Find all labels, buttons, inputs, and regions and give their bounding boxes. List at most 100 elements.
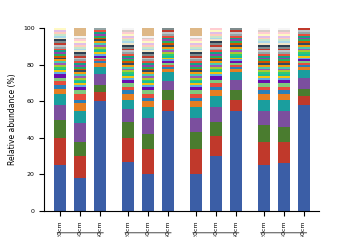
Bar: [258, 125, 270, 141]
Bar: [278, 94, 290, 100]
Bar: [297, 10, 310, 12]
Bar: [142, 107, 154, 118]
Bar: [54, 63, 66, 65]
Bar: [297, 65, 310, 67]
Bar: [190, 65, 202, 67]
Bar: [54, 37, 66, 39]
Bar: [190, 87, 202, 91]
Bar: [278, 72, 290, 74]
Bar: [210, 67, 222, 68]
Bar: [210, 36, 222, 37]
Bar: [74, 39, 86, 41]
Bar: [142, 91, 154, 94]
Bar: [162, 45, 174, 47]
Bar: [74, 59, 86, 61]
Bar: [258, 94, 270, 100]
Bar: [94, 12, 106, 14]
Bar: [210, 30, 222, 32]
Bar: [297, 18, 310, 19]
Bar: [190, 72, 202, 74]
Bar: [190, 107, 202, 118]
Bar: [297, 28, 310, 30]
Bar: [190, 68, 202, 70]
Bar: [162, 25, 174, 27]
Bar: [94, 101, 106, 211]
Bar: [162, 27, 174, 28]
Bar: [230, 23, 242, 25]
Bar: [210, 52, 222, 54]
Bar: [142, 149, 154, 174]
Bar: [258, 61, 270, 63]
Bar: [210, 41, 222, 43]
Bar: [74, 100, 86, 103]
Bar: [54, 59, 66, 61]
Bar: [122, 59, 134, 61]
Bar: [142, 94, 154, 98]
Bar: [278, 19, 290, 28]
Bar: [74, 45, 86, 47]
Bar: [142, 52, 154, 54]
Bar: [278, 45, 290, 47]
Bar: [122, 39, 134, 41]
Bar: [190, 59, 202, 61]
Bar: [258, 58, 270, 59]
Bar: [142, 81, 154, 83]
Bar: [230, 50, 242, 52]
Bar: [122, 70, 134, 72]
Bar: [162, 59, 174, 61]
Bar: [297, 36, 310, 37]
Bar: [297, 54, 310, 56]
Bar: [94, 36, 106, 37]
Bar: [94, 43, 106, 45]
Bar: [162, 61, 174, 63]
Bar: [122, 28, 134, 30]
Bar: [162, 10, 174, 12]
Bar: [297, 5, 310, 8]
Bar: [230, 91, 242, 100]
Bar: [74, 47, 86, 49]
Bar: [278, 36, 290, 37]
Bar: [74, 141, 86, 156]
Bar: [190, 41, 202, 43]
Bar: [54, 41, 66, 43]
Bar: [74, 43, 86, 45]
Bar: [210, 37, 222, 39]
Bar: [210, 58, 222, 59]
Bar: [190, 91, 202, 94]
Bar: [210, 156, 222, 211]
Bar: [230, 7, 242, 10]
Bar: [162, 43, 174, 45]
Bar: [230, 100, 242, 110]
Bar: [122, 45, 134, 47]
Bar: [230, 67, 242, 68]
Bar: [297, 96, 310, 105]
Bar: [54, 14, 66, 23]
Bar: [162, 49, 174, 50]
Bar: [258, 72, 270, 74]
Bar: [122, 162, 134, 211]
Bar: [210, 50, 222, 52]
Bar: [258, 43, 270, 45]
Bar: [54, 49, 66, 50]
Bar: [162, 100, 174, 110]
Bar: [122, 94, 134, 100]
Bar: [54, 68, 66, 70]
Bar: [74, 72, 86, 74]
Bar: [230, 58, 242, 59]
Bar: [297, 63, 310, 65]
Bar: [54, 25, 66, 27]
Bar: [190, 149, 202, 174]
Bar: [297, 41, 310, 43]
Bar: [258, 68, 270, 70]
Bar: [54, 85, 66, 89]
Bar: [190, 101, 202, 107]
Bar: [258, 165, 270, 211]
Bar: [297, 37, 310, 39]
Bar: [278, 30, 290, 32]
Bar: [142, 54, 154, 56]
Bar: [54, 94, 66, 105]
Bar: [54, 165, 66, 211]
Bar: [210, 68, 222, 70]
Bar: [74, 74, 86, 76]
Bar: [142, 74, 154, 76]
